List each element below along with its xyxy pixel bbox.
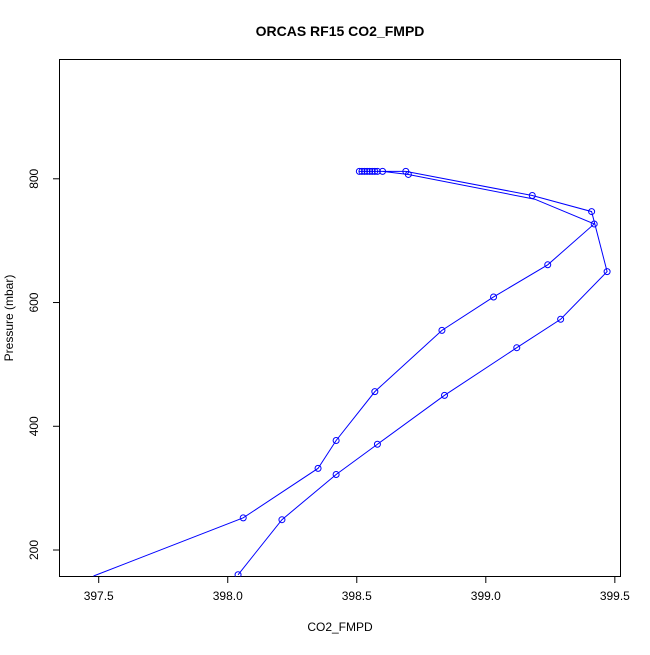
data-point [314, 464, 322, 472]
x-tick-label: 397.5 [84, 589, 114, 603]
data-point [490, 293, 498, 301]
y-tick-label: 200 [27, 540, 41, 560]
data-point [239, 514, 247, 522]
data-point [366, 167, 374, 175]
data-point [234, 571, 242, 577]
data-point [358, 167, 366, 175]
y-tick-label: 600 [27, 292, 41, 312]
x-axis-label: CO2_FMPD [307, 620, 373, 634]
data-point [513, 344, 521, 352]
y-axis-label: Pressure (mbar) [2, 275, 16, 362]
series-layer [93, 167, 611, 577]
data-point [528, 191, 536, 199]
data-point [278, 516, 286, 524]
data-point [373, 440, 381, 448]
y-tick-label: 400 [27, 416, 41, 436]
x-tick-label: 398.5 [342, 589, 372, 603]
y-tick-label: 800 [27, 168, 41, 188]
data-point [438, 326, 446, 334]
data-point [361, 167, 369, 175]
plot-frame [59, 59, 621, 577]
x-tick-label: 399.5 [600, 589, 630, 603]
x-tick-label: 398.0 [213, 589, 243, 603]
data-point [332, 437, 340, 445]
data-point [355, 167, 363, 175]
data-point [379, 167, 387, 175]
data-point [603, 268, 611, 276]
data-point [371, 167, 379, 175]
chart-title: ORCAS RF15 CO2_FMPD [256, 23, 425, 39]
data-point [373, 167, 381, 175]
data-point [363, 167, 371, 175]
data-point [402, 167, 410, 175]
x-axis: 397.5 398.0 398.5 399.0 399.5 [84, 576, 630, 603]
data-point [441, 391, 449, 399]
data-point [557, 315, 565, 323]
data-point [544, 261, 552, 269]
series-line [93, 170, 608, 577]
x-tick-label: 399.0 [471, 589, 501, 603]
data-point [371, 388, 379, 396]
data-point [368, 167, 376, 175]
data-point [332, 471, 340, 479]
data-point [590, 220, 598, 228]
y-axis: 200 400 600 800 [27, 168, 60, 560]
data-point [588, 208, 596, 216]
